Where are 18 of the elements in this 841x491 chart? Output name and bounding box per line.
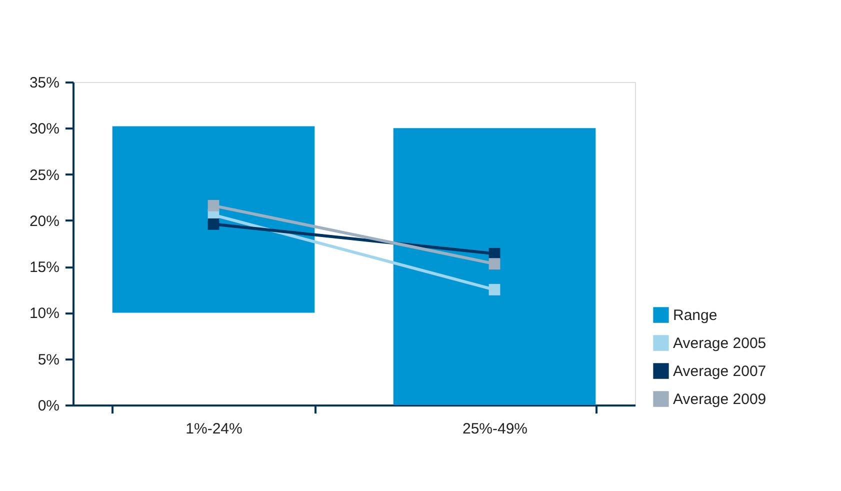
point (208, 200, 220, 212)
point (488, 258, 500, 270)
y-tick-label: 20% (29, 212, 60, 230)
x-tick-label: 1%-24% (186, 420, 242, 438)
y-tick-label: 10% (29, 305, 60, 322)
legend-label: Average 2009 (673, 391, 766, 408)
x-tick-label: 25%-49% (462, 420, 528, 438)
point (208, 218, 220, 230)
y-tick-label: 5% (38, 351, 60, 368)
legend-label: Average 2005 (673, 335, 766, 352)
point (488, 284, 500, 296)
y-tick-label: 15% (29, 259, 60, 276)
y-tick-label: 30% (29, 120, 60, 138)
y-tick-label: 0% (38, 398, 60, 414)
y-tick-label: 35% (29, 74, 60, 92)
y-tick-label: 25% (29, 166, 60, 184)
legend-label: Range (673, 307, 718, 324)
legend-label: Average 2007 (673, 363, 766, 380)
